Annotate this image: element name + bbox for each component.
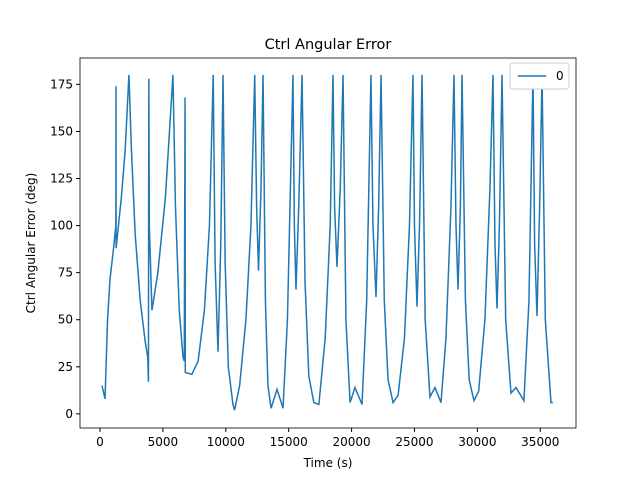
data-line (101, 74, 553, 411)
y-tick-label: 0 (65, 407, 73, 421)
y-tick-label: 100 (50, 219, 73, 233)
legend-label: 0 (556, 69, 564, 83)
y-axis-label: Ctrl Angular Error (deg) (24, 173, 38, 314)
y-tick-label: 150 (50, 124, 73, 138)
x-tick-label: 25000 (395, 435, 433, 449)
y-tick-label: 50 (58, 313, 73, 327)
x-tick-label: 35000 (521, 435, 559, 449)
y-tick-label: 25 (58, 360, 73, 374)
plot-frame (79, 57, 577, 429)
y-tick-label: 125 (50, 172, 73, 186)
x-tick-label: 15000 (270, 435, 308, 449)
chart-title: Ctrl Angular Error (265, 37, 392, 53)
x-tick-label: 30000 (458, 435, 496, 449)
x-tick-label: 10000 (207, 435, 245, 449)
x-tick-label: 5000 (148, 435, 179, 449)
y-tick-label: 175 (50, 77, 73, 91)
x-axis-label: Time (s) (303, 456, 353, 470)
x-tick-label: 0 (96, 435, 104, 449)
y-tick-label: 75 (58, 266, 73, 280)
x-tick-label: 20000 (332, 435, 370, 449)
